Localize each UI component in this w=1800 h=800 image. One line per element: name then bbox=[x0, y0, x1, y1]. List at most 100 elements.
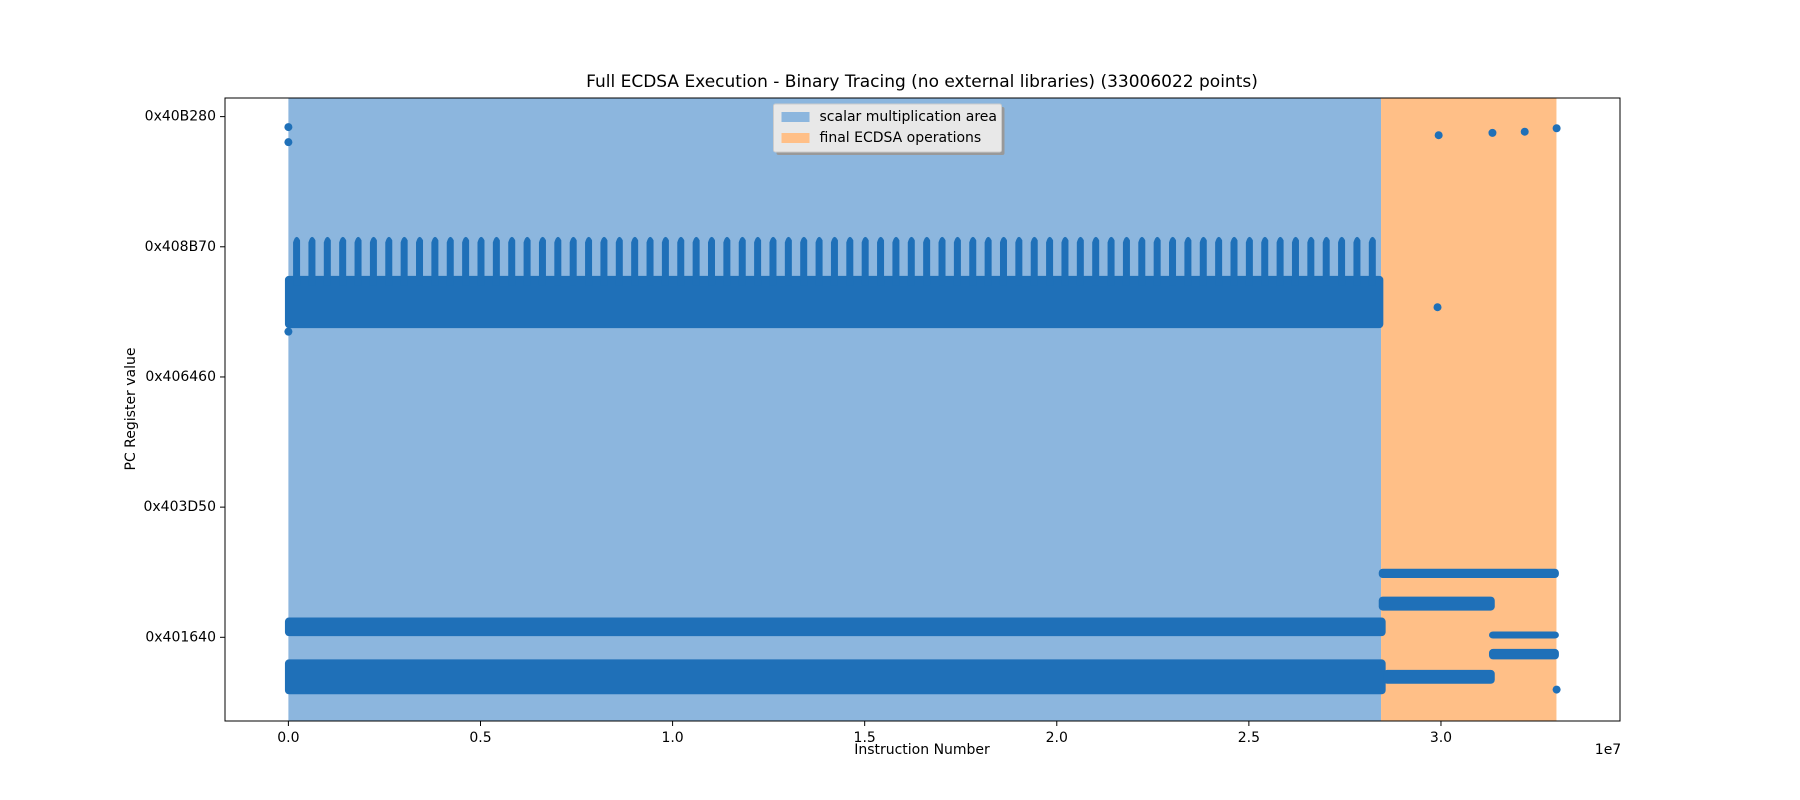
span bbox=[288, 98, 1382, 721]
point-spike bbox=[1046, 236, 1054, 286]
point bbox=[1552, 685, 1561, 694]
point-spike bbox=[1092, 236, 1100, 286]
legend-label: scalar multiplication area bbox=[820, 109, 997, 125]
point-spike bbox=[385, 236, 393, 286]
point-spike bbox=[1230, 236, 1238, 286]
span bbox=[1381, 98, 1557, 721]
point-spike bbox=[1061, 236, 1069, 286]
point-cluster bbox=[1378, 596, 1495, 611]
x-axis-label: Instruction Number bbox=[854, 742, 990, 758]
point-spike bbox=[938, 236, 946, 286]
point bbox=[284, 327, 293, 336]
point bbox=[1488, 128, 1497, 137]
point-spike bbox=[1322, 236, 1330, 286]
point-spike bbox=[1276, 236, 1284, 286]
point-spike bbox=[323, 236, 331, 286]
y-tick-label: 0x408B70 bbox=[145, 239, 216, 255]
point-spike bbox=[400, 236, 408, 286]
y-tick-label: 0x406460 bbox=[145, 369, 216, 385]
point-spike bbox=[477, 236, 485, 286]
point bbox=[1520, 127, 1529, 136]
point-spike bbox=[815, 236, 823, 286]
point-spike bbox=[723, 236, 731, 286]
point-spike bbox=[953, 236, 961, 286]
point-spike bbox=[1169, 236, 1177, 286]
point-spike bbox=[923, 236, 931, 286]
point-spike bbox=[754, 236, 762, 286]
legend-box bbox=[773, 103, 1002, 153]
point-spike bbox=[492, 236, 500, 286]
x-offset-label: 1e7 bbox=[1595, 742, 1621, 758]
point-spike bbox=[999, 236, 1007, 286]
y-tick-label: 0x40B280 bbox=[145, 109, 216, 125]
legend-label: final ECDSA operations bbox=[820, 130, 982, 146]
y-tick-label: 0x403D50 bbox=[143, 499, 216, 515]
point-spike bbox=[1215, 236, 1223, 286]
point bbox=[1552, 124, 1561, 133]
point-spike bbox=[569, 236, 577, 286]
point-spike bbox=[1184, 236, 1192, 286]
point-spike bbox=[984, 236, 992, 286]
x-tick-label: 1.0 bbox=[661, 730, 683, 746]
point bbox=[284, 138, 293, 147]
point-spike bbox=[1015, 236, 1023, 286]
point-spike bbox=[369, 236, 377, 286]
point-spike bbox=[677, 236, 685, 286]
point-spike bbox=[1076, 236, 1084, 286]
point-cluster bbox=[284, 617, 1386, 637]
point-spike bbox=[523, 236, 531, 286]
point-cluster bbox=[1488, 648, 1559, 660]
chart-title: Full ECDSA Execution - Binary Tracing (n… bbox=[586, 72, 1258, 92]
point-spike bbox=[738, 236, 746, 286]
point bbox=[284, 123, 293, 132]
point-spike bbox=[1307, 236, 1315, 286]
point-spike bbox=[907, 236, 915, 286]
point-spike bbox=[1291, 236, 1299, 286]
point bbox=[1433, 303, 1442, 312]
point-cluster bbox=[284, 275, 1384, 329]
point-spike bbox=[708, 236, 716, 286]
point-spike bbox=[538, 236, 546, 286]
legend-swatch bbox=[781, 133, 810, 143]
point-spike bbox=[769, 236, 777, 286]
plot-frame bbox=[224, 97, 1621, 722]
point-spike bbox=[1353, 236, 1361, 286]
point-spike bbox=[293, 236, 301, 286]
point-spike bbox=[631, 236, 639, 286]
point-spike bbox=[661, 236, 669, 286]
point-spike bbox=[877, 236, 885, 286]
plot-area bbox=[284, 98, 1561, 721]
point-spike bbox=[600, 236, 608, 286]
point-spike bbox=[1199, 236, 1207, 286]
point-cluster bbox=[1488, 631, 1559, 639]
point-spike bbox=[969, 236, 977, 286]
point-spike bbox=[308, 236, 316, 286]
point-cluster bbox=[1383, 669, 1495, 684]
point-spike bbox=[354, 236, 362, 286]
point-spike bbox=[846, 236, 854, 286]
point-spike bbox=[416, 236, 424, 286]
point-spike bbox=[1138, 236, 1146, 286]
x-tick-label: 0.5 bbox=[469, 730, 491, 746]
point-spike bbox=[861, 236, 869, 286]
point-spike bbox=[692, 236, 700, 286]
point-spike bbox=[554, 236, 562, 286]
point-spike bbox=[615, 236, 623, 286]
x-tick-label: 1.5 bbox=[854, 730, 876, 746]
point-spike bbox=[431, 236, 439, 286]
point-spike bbox=[462, 236, 470, 286]
x-tick-label: 2.5 bbox=[1238, 730, 1260, 746]
point-spike bbox=[1030, 236, 1038, 286]
point-spike bbox=[446, 236, 454, 286]
point bbox=[1434, 131, 1443, 140]
x-tick-label: 2.0 bbox=[1046, 730, 1068, 746]
point-spike bbox=[784, 236, 792, 286]
point-spike bbox=[830, 236, 838, 286]
point-spike bbox=[1107, 236, 1115, 286]
point-cluster bbox=[1378, 568, 1559, 579]
legend-swatch bbox=[781, 112, 810, 122]
x-tick-label: 3.0 bbox=[1430, 730, 1452, 746]
x-tick-label: 0.0 bbox=[277, 730, 299, 746]
